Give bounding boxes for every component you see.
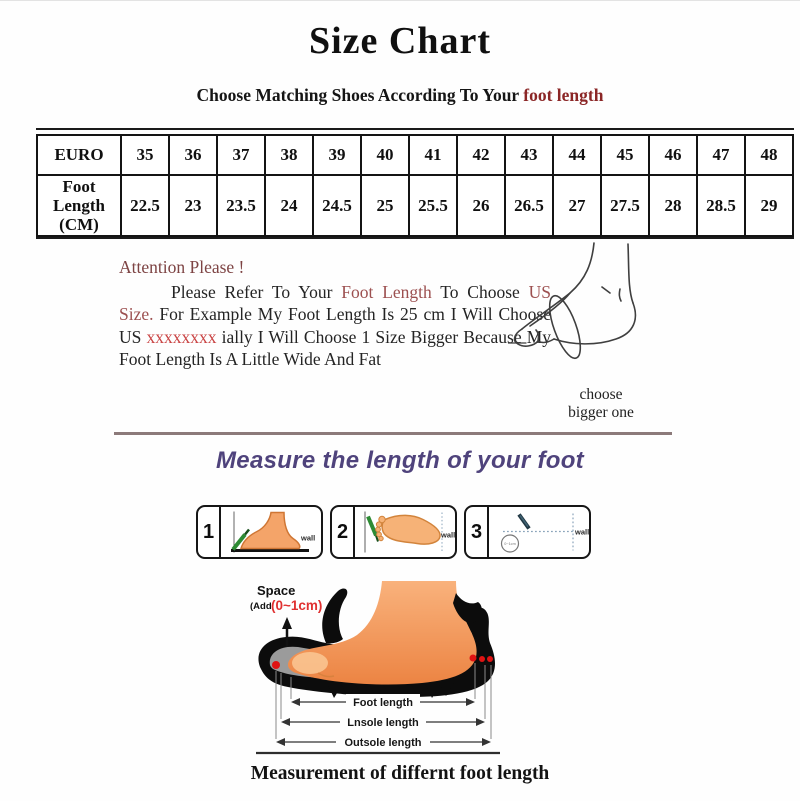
euro-size-cell: 42 <box>456 134 506 176</box>
foot-length-cell: 23.5 <box>216 173 266 238</box>
euro-size-cell: 45 <box>600 134 650 176</box>
euro-size-cell: 38 <box>264 134 314 176</box>
footprint-icon <box>381 514 441 545</box>
add-value-label: (0~1cm) <box>271 598 322 613</box>
step-panel-2: 2 wall <box>330 505 457 559</box>
step3-illustration: 0~1cm wall <box>489 507 589 557</box>
attention-heading: Attention Please ! <box>119 257 245 277</box>
euro-size-cell: 43 <box>504 134 554 176</box>
euro-size-cell: 47 <box>696 134 746 176</box>
foot-length-row: Foot Length (CM) 22.5 23 23.5 24 24.5 25… <box>36 173 794 238</box>
foot-length-row-label: Foot Length (CM) <box>36 173 122 238</box>
step-number: 1 <box>198 507 221 557</box>
measure-heading: Measure the length of your foot <box>216 447 584 474</box>
dimension-outsole-length: Outsole length <box>276 734 491 749</box>
footprint-mark-icon: wall <box>364 511 455 553</box>
add-prefix-label: (Add <box>250 601 272 612</box>
euro-size-cell: 44 <box>552 134 602 176</box>
step-number: 3 <box>466 507 489 557</box>
measure-distance-icon: 0~1cm wall <box>500 513 589 553</box>
foot-length-cell: 28.5 <box>696 173 746 238</box>
table-bottom-rule <box>36 237 794 239</box>
attention-paragraph: Please Refer To Your Foot Length To Choo… <box>119 281 551 371</box>
attention-text: For Example My Foot Length Is 25 cm I Wi… <box>119 304 551 347</box>
circle-label: 0~1cm <box>504 542 516 546</box>
wall-label: wall <box>440 531 455 540</box>
foot-length-cell: 27 <box>552 173 602 238</box>
choose-bigger-line1: choose <box>579 386 623 403</box>
size-circle-icon <box>500 534 520 553</box>
attention-text: To Choose <box>431 281 529 302</box>
foot-length-cell: 22.5 <box>120 173 170 238</box>
euro-size-cell: 36 <box>168 134 218 176</box>
foot-length-cell: 28 <box>648 173 698 238</box>
attention-us-size: US Size. <box>119 281 551 325</box>
tread-zigzag-icon <box>328 679 454 698</box>
dimension-insole-length: Lnsole length <box>281 714 485 729</box>
foot-length-cell: 29 <box>744 173 794 238</box>
dimension-foot-length: Foot length <box>291 694 475 709</box>
shoe-measurement-diagram: Space (Add (0~1cm) Foot length Lnsole le… <box>250 581 500 755</box>
euro-row: EURO 35 36 37 38 39 40 41 42 43 44 45 46… <box>36 134 794 176</box>
attention-block: Attention Please ! Please Refer To Your … <box>119 256 551 371</box>
footer-caption: Measurement of differnt foot length <box>250 763 550 784</box>
table-top-rule <box>36 128 794 130</box>
euro-size-cell: 40 <box>360 134 410 176</box>
foot-length-cell: 24.5 <box>312 173 362 238</box>
attention-foot-length: Foot Length <box>341 281 432 302</box>
euro-size-cell: 39 <box>312 134 362 176</box>
euro-size-cell: 35 <box>120 134 170 176</box>
choose-bigger-note: choose bigger one <box>540 386 662 421</box>
euro-size-cell: 48 <box>744 134 794 176</box>
green-pen-icon <box>366 515 378 537</box>
attention-text: ially I Will Choose 1 Size Bigger Becaus… <box>119 326 552 370</box>
euro-size-cell: 46 <box>648 134 698 176</box>
wall-label: wall <box>300 534 315 543</box>
step2-illustration: wall <box>355 507 455 557</box>
subtitle: Choose Matching Shoes According To Your … <box>0 85 800 106</box>
choose-bigger-line2: bigger one <box>568 403 634 421</box>
insole-length-label: Lnsole length <box>347 717 419 729</box>
attention-redacted-x: xxxxxxxx <box>146 326 217 347</box>
foot-length-cell: 26 <box>456 173 506 238</box>
section-divider <box>114 432 672 435</box>
space-label: Space <box>257 583 295 598</box>
foot-sketch-icon <box>508 242 637 360</box>
heel-point-dot <box>469 654 477 662</box>
euro-size-cell: 37 <box>216 134 266 176</box>
measure-steps: 1 wall 2 <box>196 505 591 559</box>
foot-length-cell: 26.5 <box>504 173 554 238</box>
step-panel-3: 3 0~1cm wall <box>464 505 591 559</box>
heel-against-wall-icon: wall <box>231 511 315 553</box>
foot-length-cell: 25 <box>360 173 410 238</box>
foot-length-label: Foot length <box>353 697 413 709</box>
wall-label: wall <box>574 528 589 537</box>
euro-row-label: EURO <box>36 134 122 176</box>
step-number: 2 <box>332 507 355 557</box>
green-pen-icon <box>231 533 247 551</box>
foot-length-cell: 24 <box>264 173 314 238</box>
toe-point-dot <box>272 661 280 669</box>
subtitle-prefix: Choose Matching Shoes According To Your <box>196 85 524 105</box>
foot-length-cell: 23 <box>168 173 218 238</box>
step1-illustration: wall <box>221 507 321 557</box>
foot-length-cell: 25.5 <box>408 173 458 238</box>
page-title: Size Chart <box>308 20 492 62</box>
euro-size-cell: 41 <box>408 134 458 176</box>
foot-length-cell: 27.5 <box>600 173 650 238</box>
step-panel-1: 1 wall <box>196 505 323 559</box>
size-table: EURO 35 36 37 38 39 40 41 42 43 44 45 46… <box>36 134 794 238</box>
attention-text: Please Refer To Your <box>171 281 342 302</box>
subtitle-highlight: foot length <box>523 85 604 105</box>
side-foot-icon <box>240 511 301 550</box>
outsole-length-label: Outsole length <box>345 737 422 749</box>
foot-icon <box>287 581 477 685</box>
